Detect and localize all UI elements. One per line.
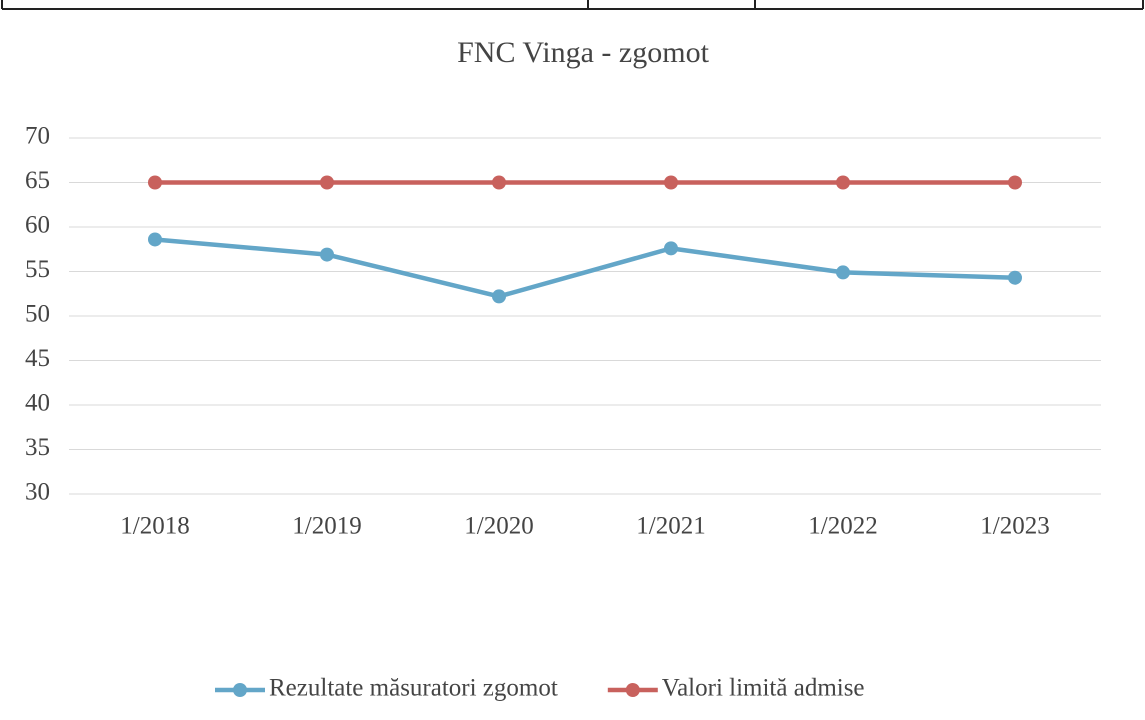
y-tick-label: 65 [25, 167, 50, 194]
marker [664, 241, 678, 256]
marker [1008, 175, 1022, 190]
x-tick-label: 1/2019 [292, 513, 361, 540]
x-tick-label: 1/2022 [808, 513, 877, 540]
marker [492, 175, 506, 190]
marker [664, 175, 678, 190]
marker [836, 265, 850, 280]
y-tick-label: 60 [25, 212, 50, 239]
y-tick-label: 30 [25, 479, 50, 506]
y-tick-label: 70 [25, 123, 50, 150]
series-line [154, 237, 1016, 299]
marker [148, 232, 162, 247]
y-tick-label: 45 [25, 345, 50, 372]
y-tick-label: 40 [25, 390, 50, 417]
legend-label: Valori limită admise [662, 675, 865, 702]
x-tick-label: 1/2023 [980, 513, 1049, 540]
legend-marker [233, 683, 247, 697]
marker [836, 175, 850, 190]
marker [320, 175, 334, 190]
y-tick-label: 55 [25, 256, 50, 283]
marker [1008, 270, 1022, 285]
marker [148, 175, 162, 190]
legend-marker [625, 683, 640, 697]
marker [492, 289, 506, 304]
x-tick-label: 1/2020 [464, 513, 533, 540]
table-border [1, 0, 1144, 10]
legend-label: Rezultate măsuratori zgomot [269, 675, 558, 702]
x-tick-label: 1/2018 [120, 513, 189, 540]
x-tick-label: 1/2021 [636, 513, 705, 540]
marker [320, 247, 334, 262]
y-tick-label: 35 [25, 434, 50, 461]
chart-title: FNC Vinga - zgomot [457, 36, 709, 69]
y-tick-label: 50 [25, 301, 50, 328]
